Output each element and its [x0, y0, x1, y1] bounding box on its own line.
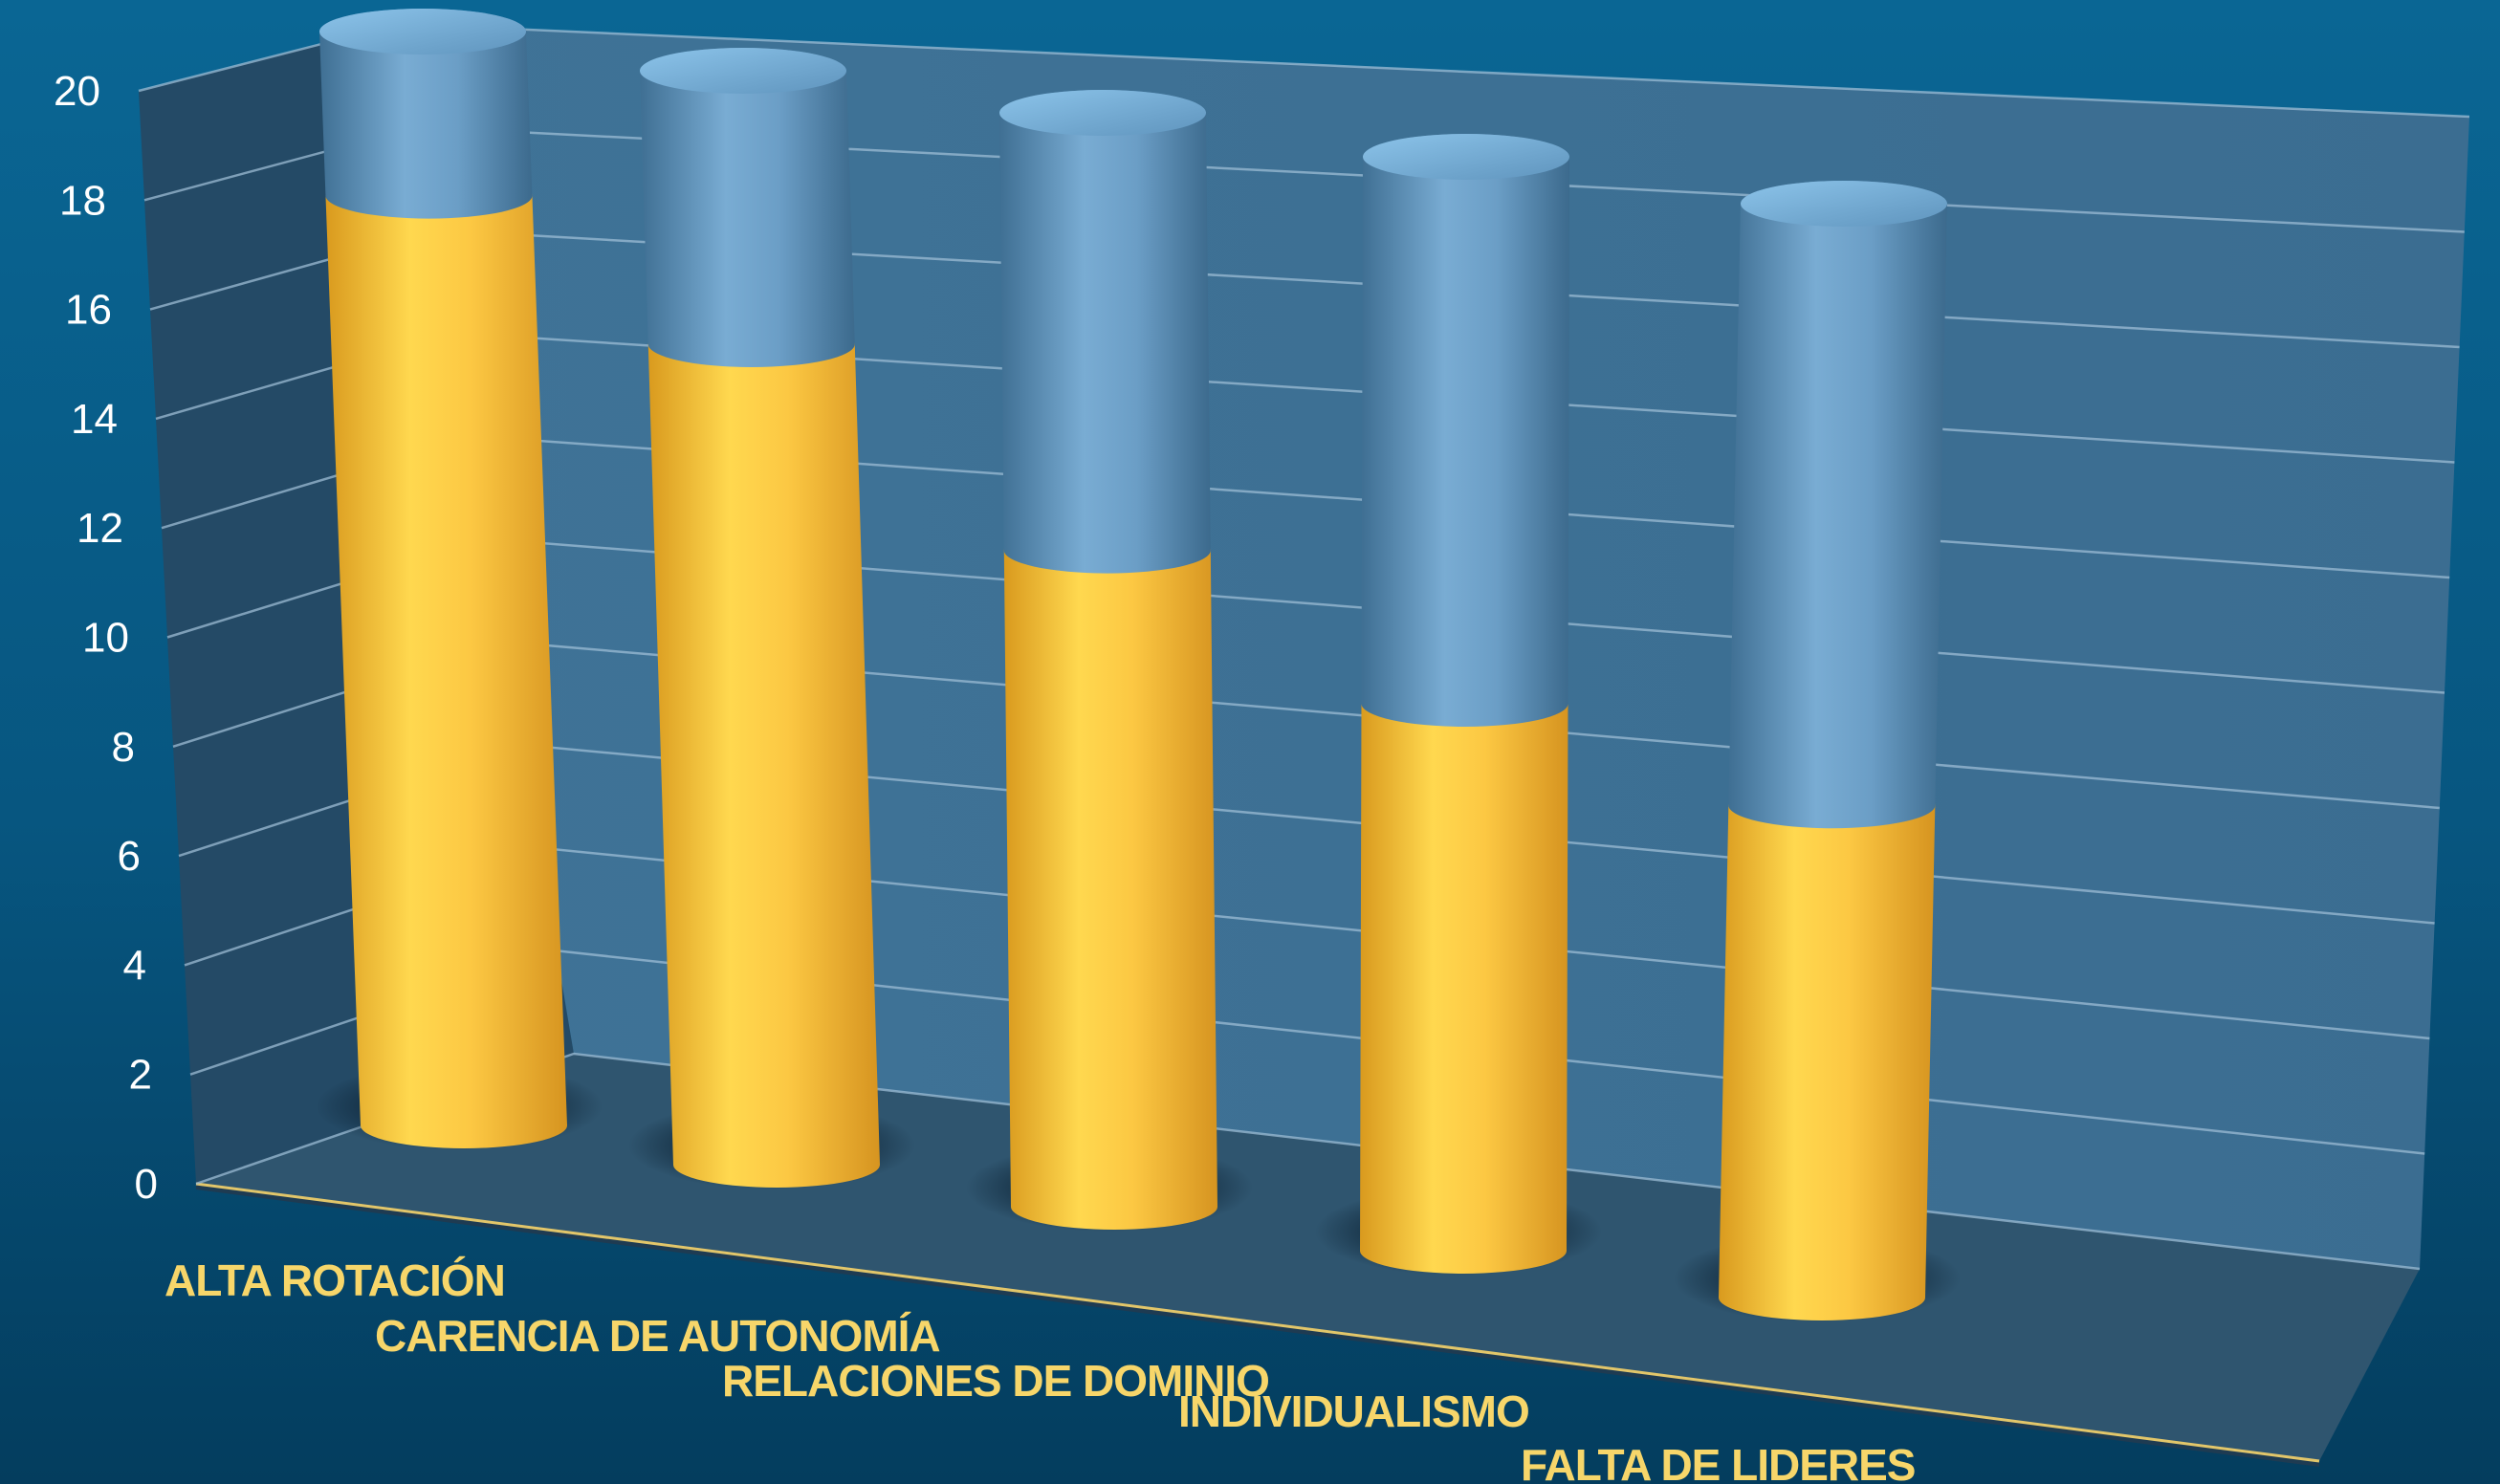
y-axis-ticks: 0 2 4 6 8 10 12 14 16 18 20: [54, 68, 158, 1208]
y-tick-label: 4: [123, 942, 146, 989]
bar-segment: [325, 172, 567, 1149]
bar-segment: [640, 48, 855, 367]
bar-stack: [1360, 134, 1569, 1274]
bar-segment: [1003, 527, 1217, 1230]
y-tick-label: 6: [118, 833, 141, 880]
bar-segment: [999, 90, 1211, 574]
x-category-label: ALTA ROTACIÓN: [164, 1255, 505, 1305]
bars: [319, 9, 1947, 1320]
bar-segment: [647, 321, 880, 1188]
bar-segment: [1361, 134, 1569, 727]
y-tick-label: 0: [135, 1161, 158, 1208]
bar-segment: [319, 9, 533, 219]
x-category-label: CARENCIA DE AUTONOMÍA: [375, 1311, 940, 1361]
bar-top: [319, 9, 526, 55]
bar-stack: [640, 48, 880, 1188]
y-tick-label: 18: [59, 177, 106, 224]
bar-stack: [999, 90, 1217, 1230]
x-category-label: RELACIONES DE DOMINIO: [722, 1356, 1269, 1406]
bar-top: [1741, 181, 1947, 227]
y-tick-label: 12: [77, 505, 123, 552]
y-tick-label: 8: [112, 724, 135, 771]
bar-stack: [319, 9, 567, 1149]
y-tick-label: 14: [71, 396, 118, 443]
bar-top: [999, 90, 1206, 136]
x-axis-labels: ALTA ROTACIÓN CARENCIA DE AUTONOMÍARELACI…: [164, 1255, 1917, 1484]
bar-stack: [1719, 181, 1947, 1320]
bar-top: [640, 48, 846, 94]
bar-top: [1363, 134, 1569, 180]
y-tick-label: 20: [54, 68, 100, 115]
x-category-label: FALTA DE LIDERES: [1521, 1440, 1916, 1484]
x-category-label: INDIVIDUALISMO: [1178, 1386, 1529, 1436]
bar-segment: [1728, 181, 1947, 829]
x-axis-line: [195, 1182, 2320, 1463]
y-tick-label: 2: [129, 1052, 152, 1099]
bar-segment: [1719, 782, 1936, 1320]
y-tick-label: 10: [82, 615, 129, 662]
y-tick-label: 16: [65, 287, 112, 334]
bar-segment: [1360, 681, 1568, 1274]
